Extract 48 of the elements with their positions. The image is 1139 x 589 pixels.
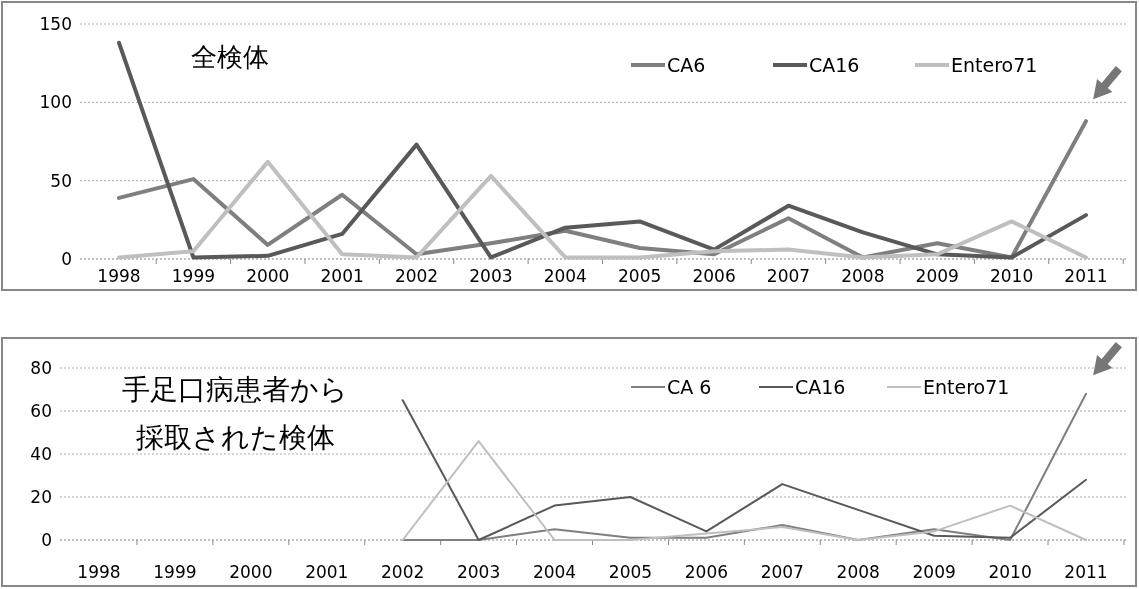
x-tick-label: 2011 <box>1064 266 1108 286</box>
x-tick-label: 2010 <box>988 562 1032 582</box>
y-tick-label: 0 <box>41 529 52 550</box>
line-series <box>117 159 1088 260</box>
x-tick-label: 2004 <box>532 562 577 582</box>
x-tick-label: 2004 <box>543 266 587 286</box>
y-tick-label: 150 <box>39 13 72 34</box>
x-tick-label: 2005 <box>608 562 653 582</box>
y-tick-label: 0 <box>61 248 72 269</box>
x-tick-label: 1998 <box>77 562 121 582</box>
x-tick-label: 2001 <box>320 266 364 286</box>
legend-label: CA16 <box>795 375 846 398</box>
legend-label: Entero71 <box>951 53 1038 76</box>
y-tick-label: 60 <box>30 400 52 421</box>
legend-label: CA 6 <box>667 375 712 398</box>
y-tick-label: 80 <box>30 357 52 378</box>
x-tick-label: 2001 <box>305 562 349 582</box>
line-series <box>401 440 1087 541</box>
x-tick-label: 2005 <box>618 266 662 286</box>
y-tick-label: 20 <box>30 486 52 507</box>
x-tick-label: 2003 <box>456 562 501 582</box>
x-tick-label: 2006 <box>684 562 729 582</box>
x-tick-label: 2003 <box>469 266 513 286</box>
x-tick-label: 2008 <box>836 562 880 582</box>
legend-label: Entero71 <box>923 375 1010 398</box>
x-tick-label: 2007 <box>766 266 811 286</box>
x-tick-label: 2002 <box>381 562 425 582</box>
x-tick-label: 2009 <box>915 266 959 286</box>
x-tick-label: 1999 <box>171 266 216 286</box>
x-tick-label: 2000 <box>229 562 273 582</box>
text: 手足口病患者から採取された検体 <box>122 373 348 454</box>
y-tick-label: 50 <box>50 170 72 191</box>
x-tick-label: 2000 <box>246 266 290 286</box>
x-tick-label: 2002 <box>394 266 439 286</box>
legend-label: CA6 <box>667 53 706 76</box>
legend-label: CA16 <box>809 53 860 76</box>
x-tick-label: 2006 <box>692 266 736 286</box>
x-tick-label: 2010 <box>989 266 1034 286</box>
x-tick-label: 2009 <box>912 562 956 582</box>
x-tick-label: 1998 <box>97 266 141 286</box>
y-tick-label: 100 <box>39 92 72 113</box>
x-tick-label: 2008 <box>841 266 885 286</box>
x-tick-label: 2011 <box>1064 562 1108 582</box>
y-tick-label: 40 <box>30 443 52 464</box>
line-series <box>117 40 1088 260</box>
text: 全検体 <box>191 42 269 72</box>
x-tick-label: 1999 <box>153 562 197 582</box>
x-tick-label: 2007 <box>760 562 804 582</box>
